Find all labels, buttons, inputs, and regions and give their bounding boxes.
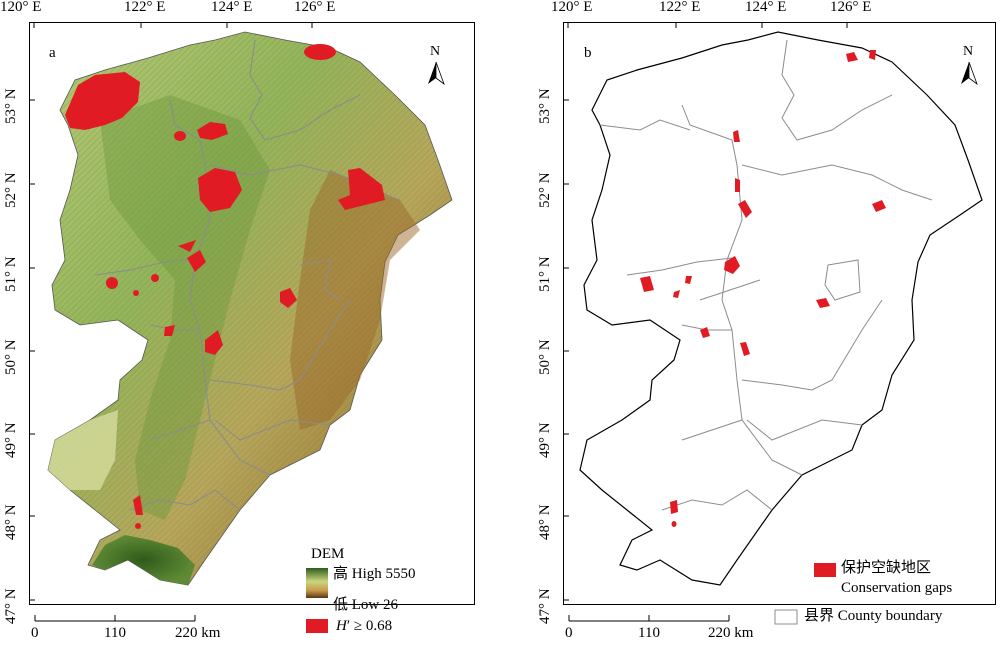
panel-a-ticks: [29, 22, 313, 601]
lon-label-a-120: 120° E: [0, 0, 42, 15]
hotspot-legend-symbol: H: [336, 618, 347, 634]
hotspot-legend-threshold: ′ ≥ 0.68: [346, 618, 393, 634]
panel-a-scale-220: 220 km: [175, 625, 221, 641]
panel-b-scale-220: 220 km: [708, 625, 754, 641]
lon-label-b-120: 120° E: [551, 0, 593, 15]
county-legend-label: 县界 County boundary: [804, 608, 943, 624]
panel-a-frame: [29, 22, 475, 605]
panel-b-north-arrow: [961, 61, 978, 86]
panel-a-scale-0: 0: [31, 625, 39, 641]
panel-b-scale-0: 0: [565, 625, 573, 641]
lon-label-b-122: 122° E: [659, 0, 701, 15]
panel-a-scale-110: 110: [104, 625, 126, 641]
panel-b-north-letter: N: [963, 44, 974, 59]
hotspot-legend-swatch: [306, 619, 328, 633]
panel-a-north-letter: N: [430, 44, 441, 59]
panel-b-region: [579, 31, 983, 586]
lon-label-b-124: 124° E: [745, 0, 787, 15]
panel-b-scale-bar: [568, 615, 730, 622]
gap-legend-swatch: [814, 563, 836, 577]
panel-b-label: b: [584, 45, 592, 61]
gap-legend-zh: 保护空缺地区: [841, 560, 932, 576]
panel-b-ticks: [563, 22, 848, 601]
panel-b-frame: [563, 22, 996, 605]
lon-label-a-126: 126° E: [294, 0, 336, 15]
lon-label-a-124: 124° E: [211, 0, 253, 15]
panel-a-label: a: [49, 45, 56, 61]
county-legend-swatch: [774, 609, 798, 625]
panel-a-scale-bar: [34, 615, 196, 622]
panel-b-conservation-gaps: [640, 50, 886, 527]
dem-legend-title: DEM: [311, 546, 345, 562]
panel-a-hotspots: [65, 44, 385, 529]
panel-b-county-lines: [599, 39, 933, 511]
panel-a-north-arrow: [428, 61, 445, 86]
lon-label-b-126: 126° E: [830, 0, 872, 15]
dem-legend-swatch: [306, 568, 328, 598]
lon-label-a-122: 122° E: [124, 0, 166, 15]
panel-a-dem-region: [47, 31, 453, 586]
gap-legend-en: Conservation gaps: [841, 580, 953, 596]
hotspot-legend-label: H′ ≥ 0.68: [336, 619, 392, 634]
dem-legend-low: 低 Low 26: [333, 597, 398, 613]
panel-b-scale-110: 110: [638, 625, 660, 641]
dem-legend-high: 高 High 5550: [333, 566, 416, 582]
